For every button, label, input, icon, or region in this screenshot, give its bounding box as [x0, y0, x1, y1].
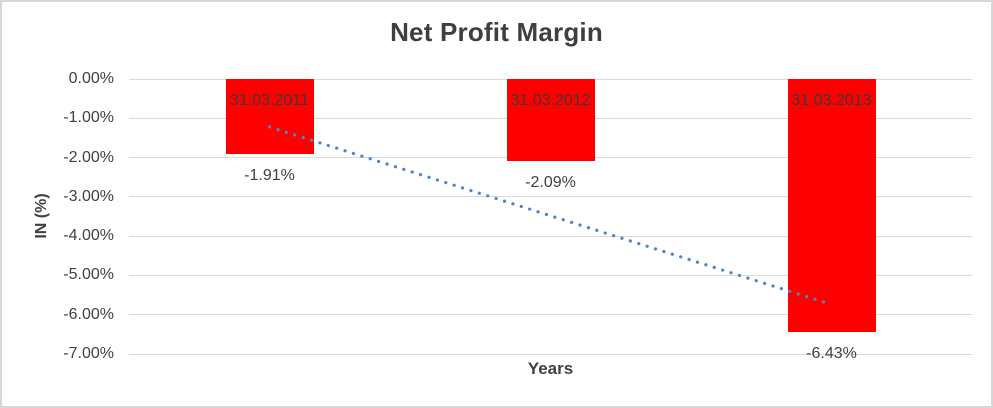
gridline: [129, 235, 972, 237]
gridline: [129, 274, 972, 276]
y-tick-label: -3.00%: [63, 187, 114, 205]
bar-value-label: -2.09%: [525, 174, 576, 192]
gridline: [129, 353, 972, 355]
bar-category-label: 31.03.2013: [791, 92, 872, 109]
bar-value-label: -1.91%: [244, 167, 295, 185]
trendline: [267, 125, 834, 307]
x-axis-title: Years: [527, 359, 574, 378]
y-tick-label: 0.00%: [68, 70, 114, 87]
y-tick-label: -4.00%: [63, 227, 114, 245]
bar-31.03.2013: 31.03.2013: [787, 79, 876, 332]
bar-category-label: 31.03.2012: [510, 92, 591, 109]
bar-value-label: -6.43%: [806, 344, 857, 362]
y-tick-label: -1.00%: [63, 109, 114, 127]
y-tick-label: -2.00%: [63, 148, 114, 166]
y-tick-label: -6.00%: [63, 305, 114, 323]
bar-category-label: 31.03.2011: [230, 92, 309, 109]
chart-title: Net Profit Margin: [390, 17, 603, 47]
bar-31.03.2012: 31.03.2012: [506, 79, 595, 162]
y-tick-label: -5.00%: [63, 266, 114, 284]
gridline: [129, 196, 972, 198]
plot-area: 31.03.2011 -1.91% 31.03.2012 -2.09% 31.03.20…: [129, 78, 972, 362]
gridline: [129, 314, 972, 316]
y-tick-label: -7.00%: [63, 345, 114, 362]
y-axis: 0.00% -1.00% -2.00% -3.00% -4.00% -5.00% -6.00…: [2, 70, 114, 362]
bar-31.03.2011: 31.03.2011: [225, 79, 314, 155]
